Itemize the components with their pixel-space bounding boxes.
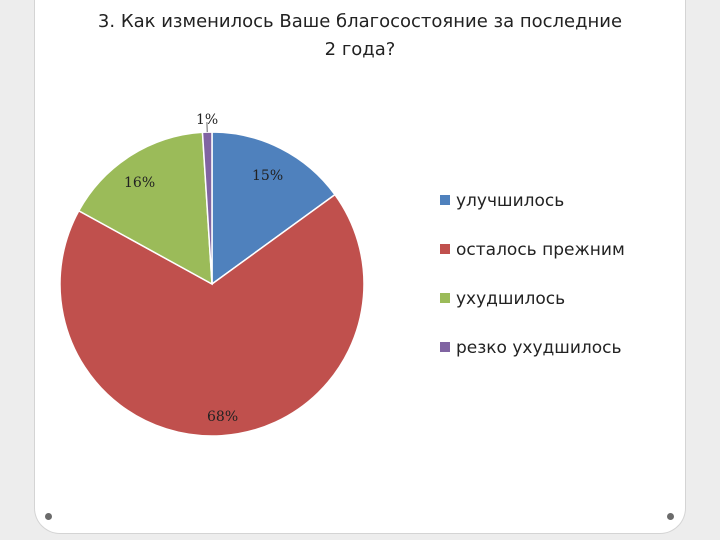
legend-label-1: улучшилось	[456, 191, 564, 211]
corner-dot-left	[45, 513, 52, 520]
legend-label-3: ухудшилось	[456, 289, 565, 309]
pie-slice-label-2: 68%	[207, 409, 238, 425]
chart-legend: улучшилось осталось прежним ухудшилось резк…	[440, 191, 625, 358]
legend-swatch-4	[440, 342, 450, 352]
legend-label-2: осталось прежним	[456, 240, 625, 260]
legend-swatch-3	[440, 293, 450, 303]
pie-slice-2	[59, 193, 365, 437]
corner-dot-right	[667, 513, 674, 520]
pie-slice-1	[211, 131, 337, 286]
pie-slice-label-3: 16%	[124, 175, 155, 191]
pie-slice-3	[77, 131, 213, 286]
pie-slice-label-1: 15%	[252, 168, 283, 184]
chart-title-line-2: 2 года?	[324, 39, 396, 60]
chart-title-line-1: 3. Как изменилось Ваше благосостояние за…	[97, 11, 623, 32]
pie-labels: 15% 68% 16% 1%	[124, 112, 283, 425]
pie-slice-4	[201, 131, 213, 285]
pie-slice-label-4: 1%	[196, 112, 218, 128]
chart-title: 3. Как изменилось Ваше благосостояние за…	[40, 8, 680, 64]
legend-label-4: резко ухудшилось	[456, 338, 622, 358]
pie-slices	[59, 131, 365, 437]
legend-swatch-1	[440, 195, 450, 205]
legend-swatch-2	[440, 244, 450, 254]
